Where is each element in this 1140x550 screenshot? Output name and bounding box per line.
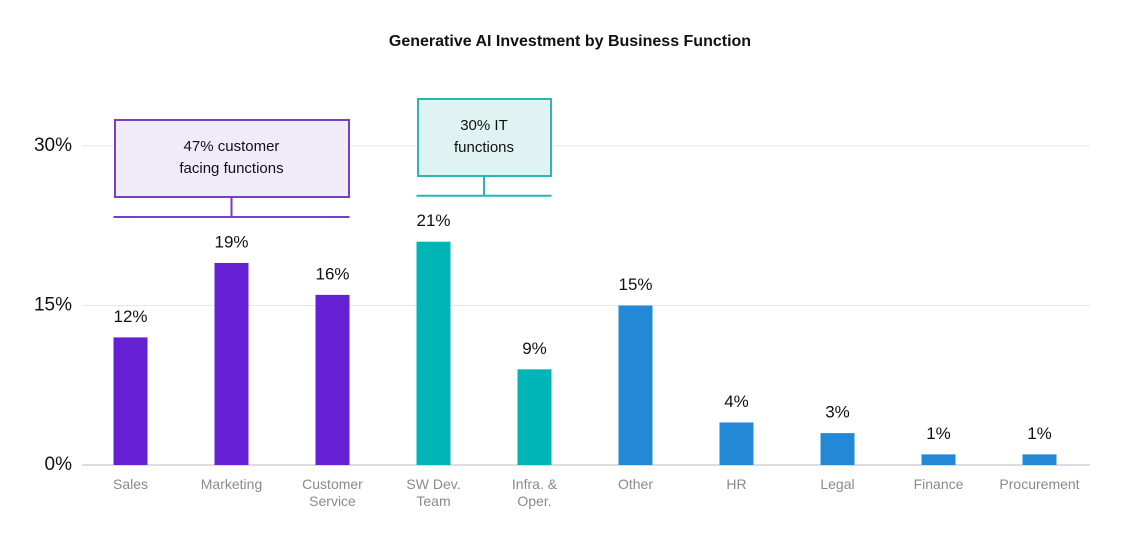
data-label: 1% bbox=[926, 424, 951, 443]
data-label: 15% bbox=[618, 275, 652, 294]
x-tick-label: HR bbox=[726, 476, 747, 492]
bar bbox=[113, 337, 148, 465]
bar bbox=[517, 369, 552, 465]
y-tick-label: 0% bbox=[45, 454, 73, 475]
bar bbox=[820, 433, 855, 465]
annotation-box: 47% customer facing functions bbox=[113, 118, 350, 198]
x-tick-label: Finance bbox=[913, 476, 964, 492]
bar bbox=[921, 454, 956, 465]
data-label: 21% bbox=[416, 211, 450, 230]
data-label: 16% bbox=[315, 264, 349, 283]
bar bbox=[719, 422, 754, 465]
chart-title: Generative AI Investment by Business Fun… bbox=[389, 33, 751, 50]
x-tick-label: Procurement bbox=[999, 476, 1080, 492]
bar bbox=[315, 294, 350, 465]
data-label: 4% bbox=[724, 392, 749, 411]
y-tick-label: 30% bbox=[34, 135, 72, 156]
x-tick-label: Customer Service bbox=[302, 476, 363, 509]
x-tick-label: SW Dev. Team bbox=[406, 476, 461, 509]
bar bbox=[416, 241, 451, 465]
data-label: 9% bbox=[522, 339, 547, 358]
x-tick-label: Other bbox=[617, 476, 653, 492]
bar bbox=[1022, 454, 1057, 465]
x-tick-label: Sales bbox=[112, 476, 149, 492]
bar bbox=[618, 305, 653, 465]
data-label: 3% bbox=[825, 403, 850, 422]
x-tick-label: Infra. & Oper. bbox=[511, 476, 558, 509]
y-tick-label: 15% bbox=[34, 295, 72, 316]
data-label: 12% bbox=[113, 307, 147, 326]
x-tick-label: Marketing bbox=[200, 476, 263, 492]
data-label: 1% bbox=[1027, 424, 1052, 443]
data-label: 19% bbox=[214, 232, 248, 251]
x-tick-label: Legal bbox=[820, 476, 855, 492]
annotation-box: 30% IT functions bbox=[416, 97, 552, 177]
bar bbox=[214, 262, 249, 465]
